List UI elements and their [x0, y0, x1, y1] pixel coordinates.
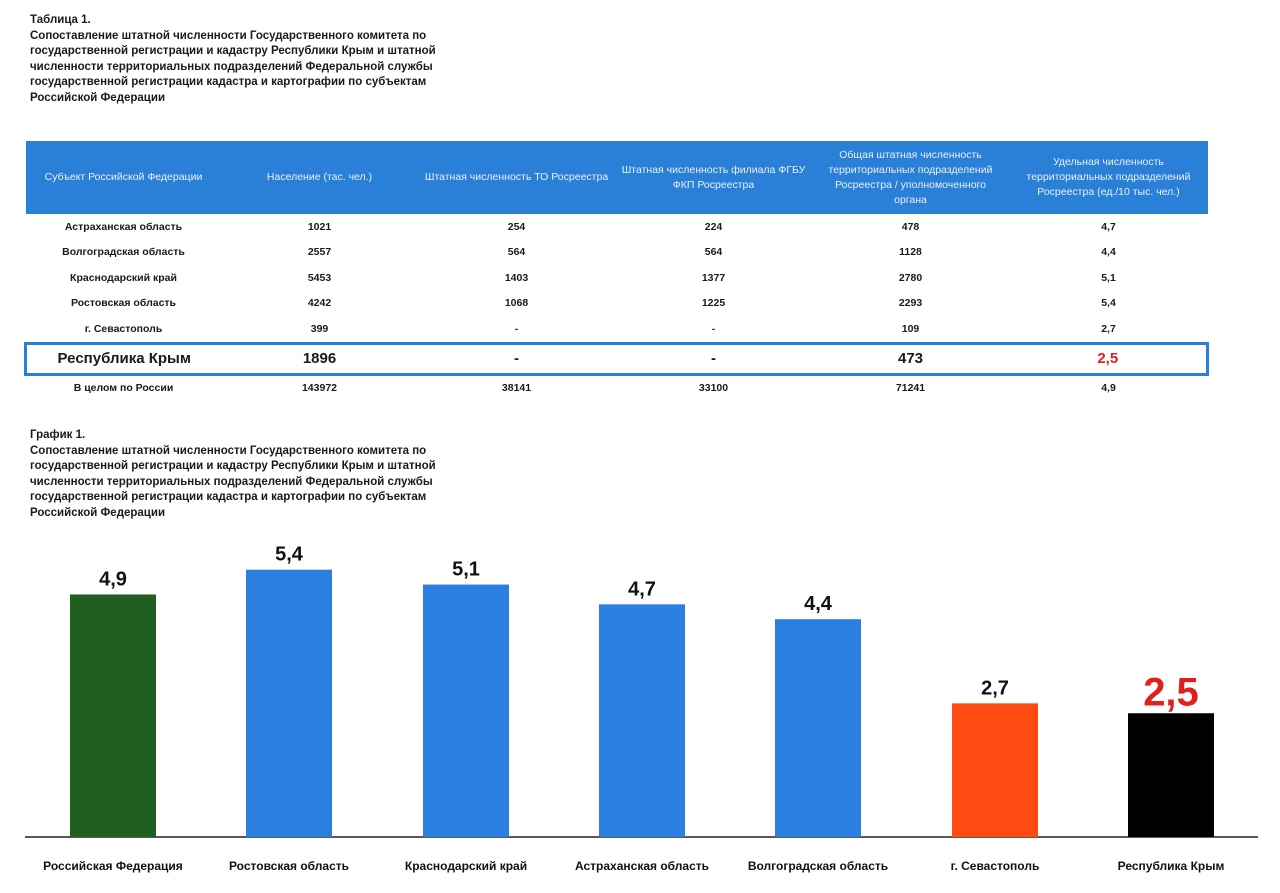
table-row-highlighted: Республика Крым 1896- -473 2,5	[24, 341, 1209, 376]
chart-caption: График 1. Сопоставление штатной численно…	[30, 428, 450, 521]
cell-staff-to: -	[514, 322, 519, 335]
cell-total-staff: 2293	[898, 297, 923, 310]
category-label: Волгоградская область	[748, 859, 888, 873]
cell-staff-fkp: 1377	[701, 271, 726, 284]
cell-total-staff: 2780	[898, 271, 923, 284]
cell-subject: Ростовская область	[70, 297, 177, 310]
table-row: Волгоградская область 2557 564 564 1128 4,4	[26, 240, 1208, 266]
bar	[599, 604, 685, 837]
cell-total-staff: 109	[901, 322, 920, 335]
chart-title: Сопоставление штатной численности Госуда…	[30, 444, 436, 519]
cell-subject: Волгоградская область	[62, 246, 185, 259]
header-staff-fkp: Штатная численность филиала ФГБУ ФКП Рос…	[615, 141, 812, 214]
cell-specific-staff: 4,9	[1101, 382, 1116, 395]
header-subject: Субъект Российской Федерации	[25, 141, 222, 214]
table-header-row: Субъект Российской Федерации Население (…	[25, 141, 1208, 214]
category-label: Астраханская область	[575, 859, 709, 873]
cell-staff-to: 564	[507, 246, 526, 259]
cell-population: 5453	[307, 271, 332, 284]
bar-value-label: 2,5	[1143, 670, 1199, 714]
chart-number: График 1.	[30, 429, 86, 441]
cell-subject: Астраханская область	[64, 220, 183, 233]
category-label: Республика Крым	[1118, 859, 1225, 873]
cell-specific-staff: 2,5	[1009, 341, 1209, 376]
table-row: г. Севастополь 399 - - 109 2,7	[26, 316, 1208, 343]
cell-subject: Республика Крым	[24, 341, 222, 376]
cell-population: 143972	[301, 382, 338, 395]
cell-subject: Краснодарский край	[70, 271, 177, 284]
cell-staff-to: 1403	[504, 271, 529, 284]
table-title: Сопоставление штатной численности Госуда…	[30, 29, 436, 104]
bar	[423, 584, 509, 837]
table-row: В целом по России 143972 38141 33100 71241 4,…	[26, 374, 1208, 401]
bar-value-label: 4,7	[628, 578, 656, 600]
cell-population: 4242	[307, 297, 332, 310]
bar-value-label: 5,4	[275, 544, 304, 566]
bar-chart: 4,9 Российская Федерация 5,4 Ростовская обл…	[25, 544, 1258, 873]
cell-total-staff: 478	[901, 220, 920, 233]
bar	[775, 619, 861, 837]
cell-total-staff: 473	[811, 341, 1010, 376]
bar	[246, 569, 332, 837]
header-total-staff: Общая штатная численность территориальны…	[811, 141, 1010, 214]
cell-total-staff: 71241	[895, 382, 926, 395]
bar	[952, 703, 1038, 837]
cell-staff-fkp: 33100	[698, 382, 729, 395]
cell-specific-staff: 4,4	[1101, 246, 1116, 259]
comparison-table: Субъект Российской Федерации Население (…	[24, 141, 1209, 401]
cell-specific-staff: 2,7	[1101, 322, 1116, 335]
bar-value-label: 2,7	[981, 677, 1009, 699]
cell-staff-fkp: 1225	[701, 297, 726, 310]
cell-subject: В целом по России	[73, 382, 174, 395]
bar	[1128, 713, 1214, 837]
cell-population: 1896	[221, 341, 418, 376]
cell-staff-fkp: 564	[704, 246, 723, 259]
cell-staff-fkp: 224	[704, 220, 723, 233]
bar-value-label: 4,4	[804, 593, 833, 615]
header-specific-staff: Удельная численность территориальных под…	[1009, 141, 1208, 214]
cell-staff-to: 254	[507, 220, 526, 233]
cell-population: 399	[310, 322, 329, 335]
cell-staff-fkp: -	[711, 322, 716, 335]
header-population: Население (тас. чел.)	[221, 141, 418, 214]
table-number: Таблица 1.	[30, 14, 91, 26]
cell-staff-fkp: -	[615, 341, 812, 376]
cell-specific-staff: 5,1	[1101, 271, 1116, 284]
cell-specific-staff: 5,4	[1101, 297, 1116, 310]
category-label: г. Севастополь	[951, 859, 1040, 873]
table-row: Астраханская область 1021 254 224 478 4,7	[26, 214, 1208, 240]
cell-population: 2557	[307, 246, 332, 259]
cell-specific-staff: 4,7	[1101, 220, 1116, 233]
category-label: Ростовская область	[229, 859, 349, 873]
table-row: Краснодарский край 5453 1403 1377 2780 5,1	[26, 265, 1208, 291]
bar-value-label: 4,9	[99, 568, 127, 590]
cell-total-staff: 1128	[899, 246, 922, 259]
cell-staff-to: 38141	[501, 382, 532, 395]
table-caption: Таблица 1. Сопоставление штатной численн…	[30, 13, 450, 106]
bar	[70, 594, 156, 837]
cell-staff-to: 1068	[504, 297, 529, 310]
bar-value-label: 5,1	[452, 559, 480, 581]
category-label: Краснодарский край	[405, 859, 527, 873]
cell-population: 1021	[307, 220, 332, 233]
header-staff-to: Штатная численность ТО Росреестра	[417, 141, 616, 214]
cell-staff-to: -	[417, 341, 616, 376]
cell-subject: г. Севастополь	[84, 322, 163, 335]
table-row: Ростовская область 4242 1068 1225 2293 5,4	[26, 291, 1208, 317]
category-label: Российская Федерация	[43, 859, 183, 873]
